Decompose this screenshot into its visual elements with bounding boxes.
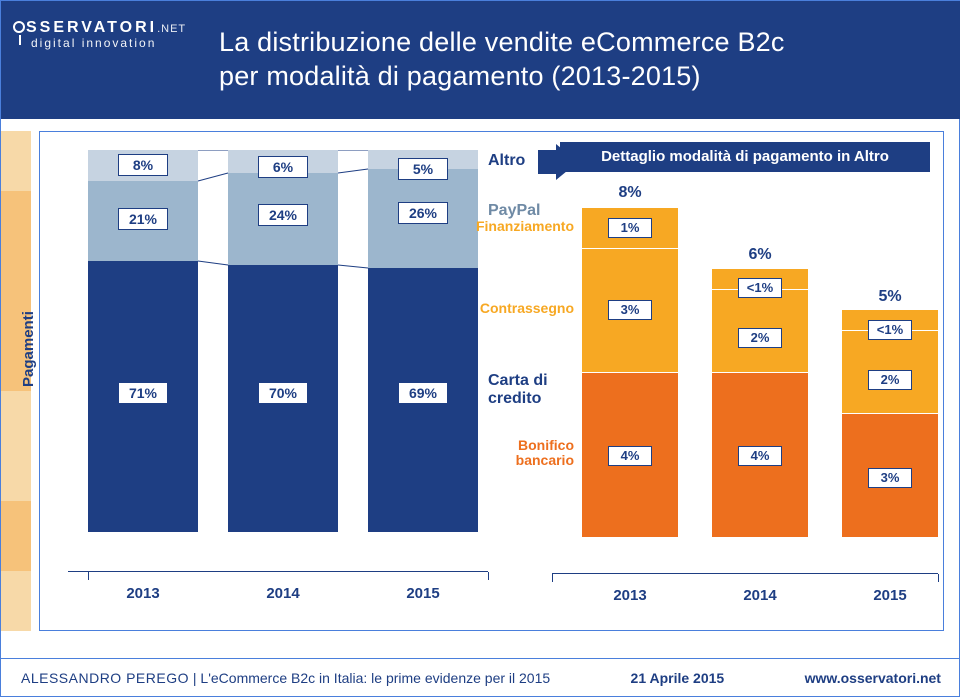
logo-pin-icon <box>13 21 25 33</box>
side-stripe <box>1 391 31 501</box>
cat-bonifico-l1: Bonifico <box>518 437 574 453</box>
val-carta-2014: 70% <box>258 382 308 404</box>
val-altro-2015: 5% <box>398 158 448 180</box>
val-contr-2013: 3% <box>608 300 652 320</box>
val-paypal-2015: 26% <box>398 202 448 224</box>
cat-bonifico-l2: bancario <box>516 452 574 468</box>
val-altro-2013: 8% <box>118 154 168 176</box>
cat-contrassegno: Contrassegno <box>472 300 574 316</box>
footer-author: ALESSANDRO PEREGO <box>21 670 189 686</box>
val-carta-2013: 71% <box>118 382 168 404</box>
logo-suffix: .NET <box>157 23 186 35</box>
chart-panel: Pagamenti 8% 6% 5% <box>39 131 944 631</box>
title-line-1: La distribuzione delle vendite eCommerce… <box>219 26 960 60</box>
val-altro-2014: 6% <box>258 156 308 178</box>
val-bon-2015: 3% <box>868 468 912 488</box>
val-fin-2015: <1% <box>868 320 912 340</box>
cat-altro: Altro <box>488 152 525 170</box>
side-stripe <box>1 501 31 571</box>
val-contr-2014: 2% <box>738 328 782 348</box>
right-year-2015: 2015 <box>842 587 938 604</box>
logo-text: SSERVATORI.NET digital innovation <box>13 19 186 50</box>
left-tick <box>488 572 489 580</box>
right-total-2015: 5% <box>868 288 912 306</box>
footer-subtitle: L'eCommerce B2c in Italia: le prime evid… <box>200 670 550 686</box>
right-tick <box>552 574 553 582</box>
right-axis-line <box>552 573 938 574</box>
footer-bar: ALESSANDRO PEREGO | L'eCommerce B2c in I… <box>1 658 960 696</box>
footer-date: 21 Aprile 2015 <box>631 670 725 686</box>
logo-brand: SSERVATORI <box>26 19 157 36</box>
val-paypal-2013: 21% <box>118 208 168 230</box>
left-axis-line <box>68 571 488 572</box>
y-axis-label: Pagamenti <box>20 311 37 387</box>
left-tick <box>88 572 89 580</box>
cat-finanziamento: Finanziamento <box>464 218 574 234</box>
val-fin-2013: 1% <box>608 218 652 238</box>
val-bon-2014: 4% <box>738 446 782 466</box>
left-stacked-chart: 8% 6% 5% 21% 24% 26% 71% 70% 69% 2013 20… <box>68 150 488 610</box>
cat-bonifico: Bonifico bancario <box>504 438 574 469</box>
right-stacked-chart: 8% 6% 5% 1% <1% <1% 3% 2% 2% 4% 4% 3% Fi… <box>552 170 938 608</box>
footer-left: ALESSANDRO PEREGO | L'eCommerce B2c in I… <box>21 670 550 686</box>
left-year-2015: 2015 <box>368 585 478 602</box>
detail-title: Dettaglio modalità di pagamento in Altro <box>560 142 930 172</box>
val-bon-2013: 4% <box>608 446 652 466</box>
left-year-2013: 2013 <box>88 585 198 602</box>
side-stripe <box>1 571 31 631</box>
val-fin-2014: <1% <box>738 278 782 298</box>
slide-page: SSERVATORI.NET digital innovation La dis… <box>0 0 960 697</box>
title-band: La distribuzione delle vendite eCommerce… <box>201 1 960 119</box>
right-total-2013: 8% <box>608 184 652 202</box>
val-paypal-2014: 24% <box>258 204 308 226</box>
right-year-2013: 2013 <box>582 587 678 604</box>
logo-block: SSERVATORI.NET digital innovation <box>1 1 201 119</box>
side-stripe <box>1 131 31 191</box>
right-tick <box>938 574 939 582</box>
right-bar-2014 <box>712 170 808 572</box>
val-contr-2015: 2% <box>868 370 912 390</box>
right-total-2014: 6% <box>738 246 782 264</box>
val-carta-2015: 69% <box>398 382 448 404</box>
footer-site: www.osservatori.net <box>805 670 941 686</box>
title-line-2: per modalità di pagamento (2013-2015) <box>219 60 960 94</box>
right-year-2014: 2014 <box>712 587 808 604</box>
left-year-2014: 2014 <box>228 585 338 602</box>
logo-tagline: digital innovation <box>31 36 186 50</box>
